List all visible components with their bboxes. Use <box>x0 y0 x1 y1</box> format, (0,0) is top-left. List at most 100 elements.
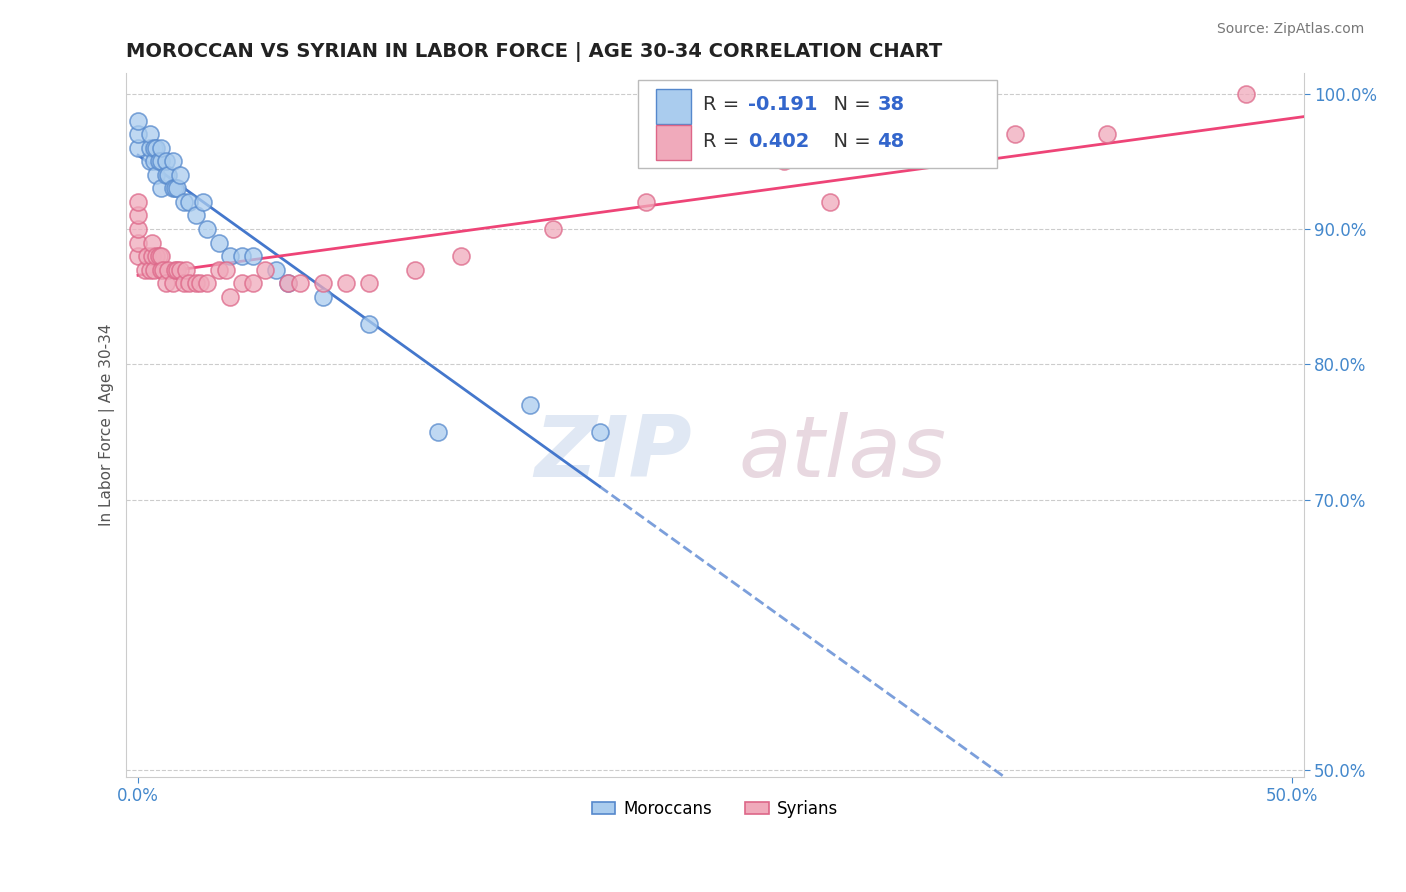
Point <box>177 194 200 209</box>
Point <box>242 276 264 290</box>
Point <box>634 194 657 209</box>
Point <box>127 209 149 223</box>
Point <box>155 276 177 290</box>
Point <box>1097 128 1119 142</box>
Point <box>138 154 160 169</box>
Point <box>169 168 191 182</box>
Point <box>215 262 238 277</box>
Point <box>173 276 195 290</box>
Point <box>176 262 198 277</box>
Point <box>138 262 160 277</box>
Point <box>820 194 842 209</box>
Point <box>311 290 333 304</box>
Point <box>148 154 170 169</box>
Point <box>519 398 541 412</box>
Point <box>152 262 174 277</box>
Point <box>1004 128 1026 142</box>
Point <box>143 262 166 277</box>
Point <box>141 249 163 263</box>
Point <box>155 154 177 169</box>
Point <box>543 222 565 236</box>
Text: atlas: atlas <box>738 412 946 495</box>
Point <box>150 181 173 195</box>
Point <box>184 209 207 223</box>
Point <box>156 168 179 182</box>
FancyBboxPatch shape <box>657 125 692 161</box>
Point <box>450 249 472 263</box>
Point <box>1234 87 1257 101</box>
Point <box>162 276 184 290</box>
Point <box>195 222 218 236</box>
Point <box>145 141 167 155</box>
Point <box>145 168 167 182</box>
Point <box>266 262 288 277</box>
Point <box>253 262 276 277</box>
Text: N =: N = <box>821 132 877 151</box>
Point <box>219 290 242 304</box>
Point <box>177 276 200 290</box>
Point <box>127 128 149 142</box>
Point <box>231 249 253 263</box>
Point <box>404 262 426 277</box>
Point <box>166 181 188 195</box>
Point <box>208 235 231 250</box>
Legend: Moroccans, Syrians: Moroccans, Syrians <box>585 794 845 825</box>
Point <box>219 249 242 263</box>
Point <box>145 249 167 263</box>
Text: ZIP: ZIP <box>534 412 692 495</box>
Point <box>184 276 207 290</box>
Point <box>143 141 166 155</box>
FancyBboxPatch shape <box>657 88 692 124</box>
Text: 48: 48 <box>877 132 904 151</box>
Text: R =: R = <box>703 95 745 114</box>
Point <box>138 141 160 155</box>
Point <box>277 276 299 290</box>
Point <box>150 262 173 277</box>
Point <box>231 276 253 290</box>
Point <box>155 168 177 182</box>
Point <box>148 249 170 263</box>
Point <box>127 249 149 263</box>
Point <box>357 317 380 331</box>
Point <box>136 249 159 263</box>
Point <box>195 276 218 290</box>
Point <box>127 235 149 250</box>
Point <box>162 154 184 169</box>
Point <box>335 276 357 290</box>
Point <box>141 235 163 250</box>
Point <box>127 113 149 128</box>
Point <box>311 276 333 290</box>
Text: Source: ZipAtlas.com: Source: ZipAtlas.com <box>1216 22 1364 37</box>
Text: R =: R = <box>703 132 745 151</box>
Point <box>169 262 191 277</box>
Point <box>150 154 173 169</box>
Point <box>166 262 188 277</box>
Point <box>173 194 195 209</box>
Point <box>288 276 311 290</box>
Point <box>191 194 214 209</box>
Text: N =: N = <box>821 95 877 114</box>
Point <box>127 194 149 209</box>
Point <box>127 141 149 155</box>
Point <box>188 276 211 290</box>
Point <box>143 154 166 169</box>
Point <box>588 425 610 439</box>
Point <box>134 262 156 277</box>
Text: -0.191: -0.191 <box>748 95 817 114</box>
Point <box>163 262 186 277</box>
Point <box>138 128 160 142</box>
Point <box>242 249 264 263</box>
Text: 38: 38 <box>877 95 904 114</box>
Point <box>277 276 299 290</box>
Point <box>357 276 380 290</box>
Text: 0.402: 0.402 <box>748 132 810 151</box>
Point <box>162 181 184 195</box>
Point <box>127 222 149 236</box>
Point <box>773 154 796 169</box>
Text: MOROCCAN VS SYRIAN IN LABOR FORCE | AGE 30-34 CORRELATION CHART: MOROCCAN VS SYRIAN IN LABOR FORCE | AGE … <box>127 42 942 62</box>
Point <box>150 141 173 155</box>
Point <box>208 262 231 277</box>
Y-axis label: In Labor Force | Age 30-34: In Labor Force | Age 30-34 <box>100 324 115 526</box>
FancyBboxPatch shape <box>638 80 997 169</box>
Point <box>427 425 450 439</box>
